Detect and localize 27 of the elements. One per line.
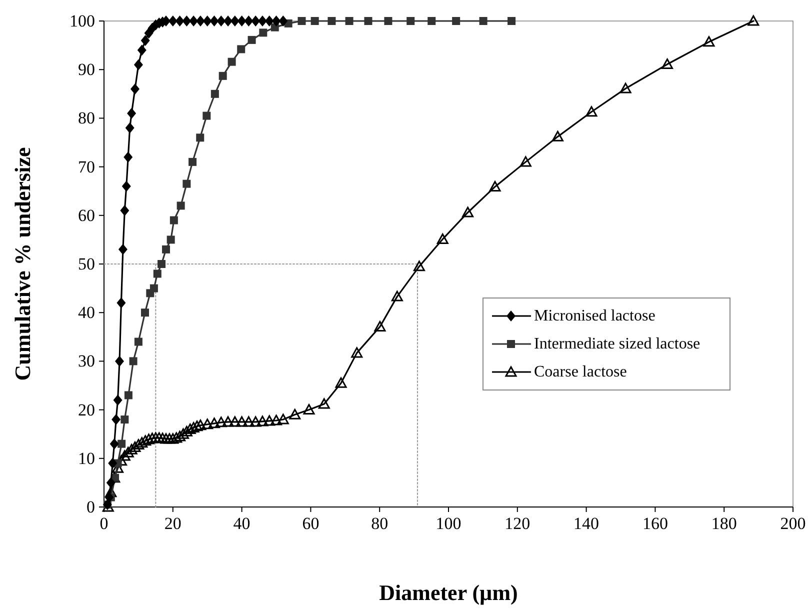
y-tick-label: 20 — [78, 400, 95, 420]
y-tick-label: 80 — [78, 108, 95, 128]
y-axis-title: Cumulative % undersize — [10, 147, 35, 381]
x-tick-label: 0 — [100, 514, 108, 533]
x-tick-label: 40 — [233, 514, 250, 533]
y-tick-label: 70 — [78, 157, 95, 176]
x-tick-label: 60 — [302, 514, 320, 533]
x-tick-label: 180 — [711, 514, 737, 533]
x-tick-label: 20 — [164, 514, 182, 533]
x-tick-label: 100 — [436, 514, 462, 533]
x-tick-label: 140 — [574, 514, 600, 533]
y-tick-label: 50 — [78, 254, 95, 274]
y-tick-label: 60 — [78, 206, 95, 225]
x-tick-label: 120 — [504, 514, 530, 533]
legend-label: Micronised lactose — [534, 308, 656, 324]
legend-label: Coarse lactose — [534, 364, 627, 380]
y-tick-label: 90 — [78, 60, 95, 80]
x-tick-label: 160 — [642, 514, 668, 533]
y-tick-label: 0 — [86, 498, 95, 516]
legend-label: Intermediate sized lactose — [534, 336, 700, 352]
y-tick-label: 100 — [70, 12, 95, 30]
y-tick-label: 10 — [78, 448, 95, 468]
x-axis-title: Diameter (µm) — [379, 580, 518, 605]
y-tick-label: 30 — [78, 352, 95, 371]
y-tick-label: 40 — [78, 303, 95, 322]
x-tick-label: 80 — [371, 514, 388, 533]
x-tick-label: 200 — [780, 514, 806, 533]
